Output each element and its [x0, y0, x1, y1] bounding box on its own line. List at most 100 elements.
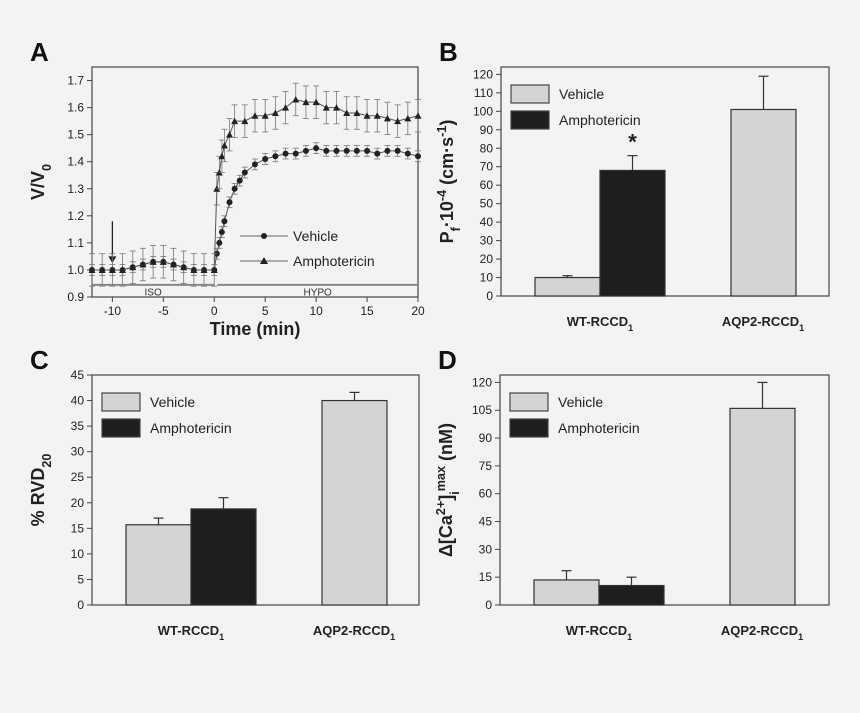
y-tick-label: 0.9 — [67, 290, 84, 304]
category-label-main: AQP2-RCCD — [721, 623, 798, 638]
data-point — [364, 147, 371, 154]
bar-vehicle — [533, 579, 600, 606]
y-tick-label: 90 — [480, 123, 494, 137]
y-axis-label-part: i — [448, 491, 462, 495]
bar-vehicle — [125, 524, 192, 606]
legend-swatch — [509, 418, 549, 438]
legend-label: Vehicle — [150, 394, 195, 410]
y-axis-label-part: -1 — [435, 126, 449, 137]
plot-frame — [91, 66, 419, 298]
panel-label: D — [438, 345, 457, 375]
category-label-sub: 1 — [799, 323, 804, 333]
data-point — [404, 150, 411, 157]
x-tick-label: -5 — [158, 304, 169, 318]
y-axis-label-part: 2+ — [434, 501, 448, 515]
data-point — [323, 147, 330, 154]
data-point — [139, 261, 147, 268]
y-tick-label: 35 — [71, 419, 85, 433]
data-point — [218, 152, 226, 160]
y-tick-label: 120 — [472, 375, 492, 389]
data-point — [394, 147, 401, 154]
y-tick-label: 1.6 — [67, 101, 84, 115]
x-tick-label: 10 — [309, 304, 323, 318]
data-point — [200, 266, 208, 273]
category-label-main: AQP2-RCCD — [313, 623, 390, 638]
bar-vehicle — [321, 399, 388, 606]
y-tick-label: 25 — [71, 470, 85, 484]
y-tick-label: 70 — [480, 160, 494, 174]
y-axis-label: % RVD20 — [28, 454, 54, 527]
data-point — [180, 263, 188, 271]
y-axis-label-part: 20 — [40, 454, 54, 468]
y-tick-label: 1.0 — [67, 263, 84, 277]
panel-A: A0.91.01.11.21.31.41.51.61.7V/V0-10 -5 0 5 1… — [28, 37, 425, 339]
data-point — [221, 218, 228, 225]
data-point — [343, 109, 351, 116]
x-tick-label: 5 — [262, 304, 269, 318]
data-point — [333, 104, 340, 111]
data-point — [170, 261, 177, 268]
category-label: WT-RCCD1 — [566, 623, 632, 642]
data-point — [415, 153, 421, 160]
panel-label: C — [30, 345, 49, 375]
x-axis-label: Time (min) — [210, 319, 301, 339]
category-label-main: WT-RCCD — [566, 623, 627, 638]
y-tick-label: 1.5 — [67, 128, 84, 142]
legend-swatch — [101, 392, 141, 412]
y-tick-label: 90 — [479, 431, 493, 445]
category-label: WT-RCCD1 — [567, 314, 633, 333]
data-point — [129, 263, 137, 271]
category-label: WT-RCCD1 — [158, 623, 224, 642]
condition-label: ISO — [145, 288, 162, 299]
data-point — [261, 112, 269, 119]
y-tick-label: 20 — [71, 496, 85, 510]
y-tick-label: 60 — [480, 178, 494, 192]
data-point — [353, 109, 361, 116]
data-point — [292, 95, 300, 103]
data-point — [226, 131, 234, 138]
data-point — [210, 266, 218, 273]
y-tick-label: 30 — [71, 445, 85, 459]
data-point — [322, 104, 330, 111]
y-tick-label: 30 — [479, 542, 493, 556]
y-tick-label: 1.3 — [67, 182, 84, 196]
y-axis-label-part: Δ[Ca — [436, 514, 456, 557]
data-point — [241, 169, 248, 176]
y-tick-label: 10 — [480, 271, 494, 285]
category-label-sub: 1 — [628, 323, 633, 333]
category-label-sub: 1 — [390, 632, 395, 642]
data-point — [98, 266, 106, 273]
data-point — [383, 114, 391, 122]
data-point — [159, 258, 167, 265]
category-label-main: AQP2-RCCD — [722, 314, 799, 329]
panel-D: D 0 15 30 45 60 75 90 105 120 Δ[Ca2+]imax (nM) WT-R… — [434, 345, 830, 642]
y-tick-label: 120 — [473, 67, 493, 81]
data-point — [241, 117, 249, 125]
y-tick-label: 1.2 — [67, 209, 84, 223]
data-point — [216, 239, 223, 246]
data-point — [231, 185, 238, 192]
category-label: AQP2-RCCD1 — [722, 314, 804, 333]
bar-amphotericin — [598, 584, 665, 606]
y-axis-label-part: ] — [436, 495, 456, 501]
y-axis-label: Δ[Ca2+]imax (nM) — [434, 423, 462, 557]
y-tick-label: 50 — [480, 197, 494, 211]
y-axis-label-part: 0 — [40, 164, 54, 171]
significance-marker: * — [628, 130, 637, 155]
category-label-sub: 1 — [798, 632, 803, 642]
legend-label: Amphotericin — [293, 253, 375, 269]
category-label: AQP2-RCCD1 — [313, 623, 395, 642]
legend-swatch — [101, 418, 141, 438]
y-axis-label-part: f — [449, 226, 463, 231]
data-point — [313, 145, 320, 152]
y-tick-label: 105 — [472, 403, 492, 417]
y-tick-label: 100 — [473, 104, 493, 118]
data-point — [333, 147, 340, 154]
y-tick-label: 45 — [71, 368, 85, 382]
y-tick-label: 15 — [479, 570, 493, 584]
data-point — [251, 112, 259, 119]
data-point — [108, 266, 116, 273]
legend-marker — [260, 257, 268, 264]
legend-label: Amphotericin — [558, 420, 640, 436]
